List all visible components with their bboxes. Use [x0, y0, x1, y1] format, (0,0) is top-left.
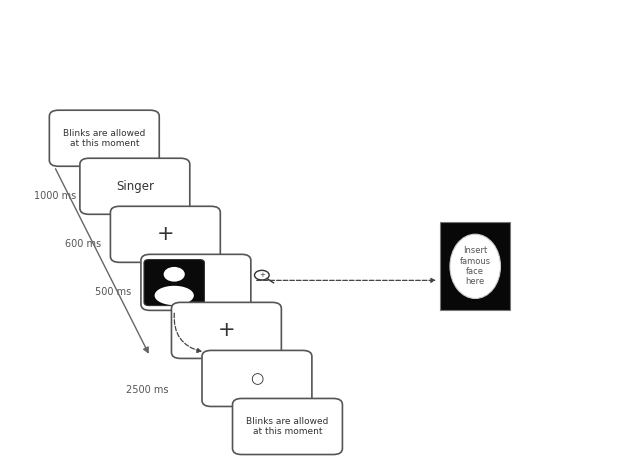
FancyBboxPatch shape	[144, 260, 204, 306]
Text: 500 ms: 500 ms	[95, 287, 132, 297]
Ellipse shape	[155, 286, 194, 305]
FancyBboxPatch shape	[111, 206, 220, 262]
Text: 600 ms: 600 ms	[65, 239, 100, 249]
FancyBboxPatch shape	[50, 110, 159, 166]
FancyBboxPatch shape	[233, 398, 342, 455]
Text: Blinks are allowed
at this moment: Blinks are allowed at this moment	[63, 129, 146, 148]
Ellipse shape	[450, 234, 501, 299]
FancyBboxPatch shape	[202, 350, 312, 406]
FancyBboxPatch shape	[141, 254, 251, 310]
Text: +: +	[156, 224, 174, 244]
Ellipse shape	[163, 267, 185, 282]
Text: +: +	[218, 320, 235, 341]
Text: Blinks are allowed
at this moment: Blinks are allowed at this moment	[246, 417, 329, 436]
FancyBboxPatch shape	[172, 302, 281, 358]
Text: ○: ○	[251, 371, 263, 386]
Text: Insert
famous
face
here: Insert famous face here	[460, 246, 491, 286]
FancyBboxPatch shape	[80, 158, 190, 214]
Text: 1000 ms: 1000 ms	[34, 191, 76, 201]
Text: +: +	[259, 272, 265, 278]
Text: 2500 ms: 2500 ms	[126, 385, 168, 396]
FancyBboxPatch shape	[440, 222, 510, 310]
Text: Singer: Singer	[116, 180, 154, 193]
